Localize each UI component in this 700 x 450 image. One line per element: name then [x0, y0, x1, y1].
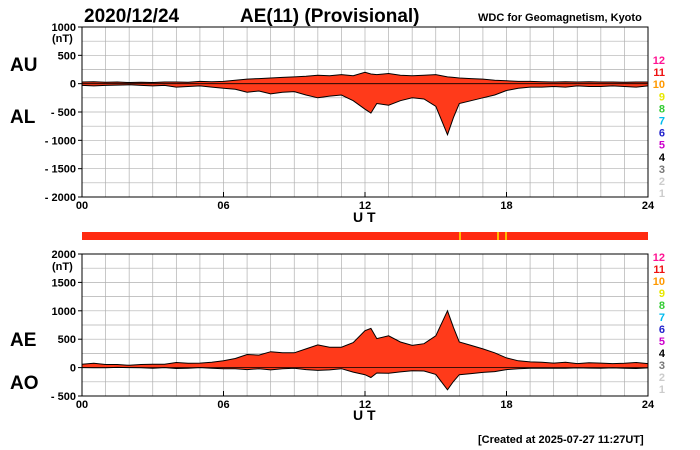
au-al-x-tick-label: 12	[359, 200, 371, 212]
ae-ao-y-tick-label: 500	[58, 334, 76, 346]
al-line	[81, 84, 649, 137]
ae-ao-x-tick-label: 00	[76, 399, 88, 411]
bottom-station-7: 7	[659, 312, 665, 324]
ae-ao-x-axis-label: U T	[353, 407, 376, 423]
top-station-9: 9	[659, 91, 665, 103]
bottom-station-4: 4	[659, 348, 666, 360]
bottom-station-10: 10	[653, 276, 665, 288]
ae-ao-x-tick-label: 24	[642, 399, 655, 411]
au-al-y-tick-label: - 500	[51, 107, 76, 119]
bottom-station-2: 2	[659, 372, 665, 384]
au-label: AU	[10, 55, 37, 76]
bottom-station-1: 1	[659, 384, 665, 396]
ae-ao-x-ticks: 00 06 12 18 24	[76, 391, 655, 411]
ae-ao-y-tick-label: 1000	[52, 306, 76, 318]
ae-ao-panel: 2000 1500 1000 500 0 - 500 00 06 12 18 24 (nT) AE…	[10, 249, 655, 423]
ae-ao-y-tick-label: 2000	[52, 249, 76, 261]
top-station-8: 8	[659, 103, 665, 115]
top-station-1: 1	[659, 188, 665, 200]
au-al-grid	[82, 27, 648, 197]
ae-ao-y-tick-label: 1500	[52, 277, 76, 289]
created-timestamp: [Created at 2025-07-27 11:27UT]	[478, 434, 644, 446]
top-station-11: 11	[653, 67, 665, 79]
ae-ao-x-tick-label: 06	[217, 399, 229, 411]
ao-label: AO	[10, 373, 39, 394]
bottom-station-11: 11	[653, 264, 665, 276]
au-al-x-tick-label: 24	[642, 200, 655, 212]
ae-ao-x-tick-label: 12	[359, 399, 371, 411]
ae-ao-y-ticks: 2000 1500 1000 500 0 - 500	[51, 249, 82, 403]
index-title: AE(11) (Provisional)	[240, 6, 420, 27]
bottom-station-3: 3	[659, 360, 665, 372]
au-al-y-tick-label: - 2000	[45, 192, 76, 204]
date-title: 2020/12/24	[84, 6, 180, 27]
top-station-12: 12	[653, 55, 665, 67]
strip-gap-marker	[497, 232, 499, 240]
ae-ao-y-tick-label: 0	[70, 363, 76, 375]
au-al-y-tick-label: 500	[58, 50, 76, 62]
strip-bar	[82, 232, 648, 240]
al-label: AL	[10, 107, 36, 128]
au-al-y-tick-label: 0	[70, 79, 76, 91]
ao-line	[81, 366, 649, 391]
au-al-x-ticks: 00 06 12 18 24	[76, 192, 655, 212]
au-al-x-tick-label: 18	[500, 200, 512, 212]
ae-ao-x-tick-label: 18	[500, 399, 512, 411]
top-station-3: 3	[659, 164, 665, 176]
strip-gap-marker	[459, 232, 461, 240]
ae-ao-fill	[82, 310, 648, 390]
bottom-station-5: 5	[659, 336, 665, 348]
au-al-x-axis-label: U T	[353, 209, 376, 225]
ae-ao-y-tick-label: - 500	[51, 391, 76, 403]
top-station-6: 6	[659, 128, 665, 140]
top-station-2: 2	[659, 176, 665, 188]
bottom-station-8: 8	[659, 300, 665, 312]
source-label: WDC for Geomagnetism, Kyoto	[478, 12, 642, 24]
bottom-station-12: 12	[653, 252, 665, 264]
au-al-y-tick-label: - 1000	[45, 135, 76, 147]
au-al-unit-label: (nT)	[52, 33, 73, 45]
bottom-station-6: 6	[659, 324, 665, 336]
ae-line	[81, 309, 649, 366]
au-al-x-tick-label: 00	[76, 200, 88, 212]
top-station-10: 10	[653, 79, 665, 91]
bottom-station-9: 9	[659, 288, 665, 300]
au-al-y-tick-label: 1000	[52, 22, 76, 34]
au-line	[81, 71, 648, 84]
ae-ao-unit-label: (nT)	[52, 261, 73, 273]
strip-gap-marker	[505, 232, 507, 240]
top-station-5: 5	[659, 140, 665, 152]
au-al-y-ticks: 1000 500 0 - 500 - 1000 - 1500 - 2000	[45, 22, 82, 204]
au-al-panel: 1000 500 0 - 500 - 1000 - 1500 - 2000 00 06 12 18…	[10, 22, 655, 225]
au-al-y-tick-label: - 1500	[45, 164, 76, 176]
top-station-7: 7	[659, 116, 665, 128]
top-station-4: 4	[659, 152, 666, 164]
au-al-x-tick-label: 06	[217, 200, 229, 212]
station-availability-strip	[82, 232, 648, 240]
ae-label: AE	[10, 330, 36, 351]
